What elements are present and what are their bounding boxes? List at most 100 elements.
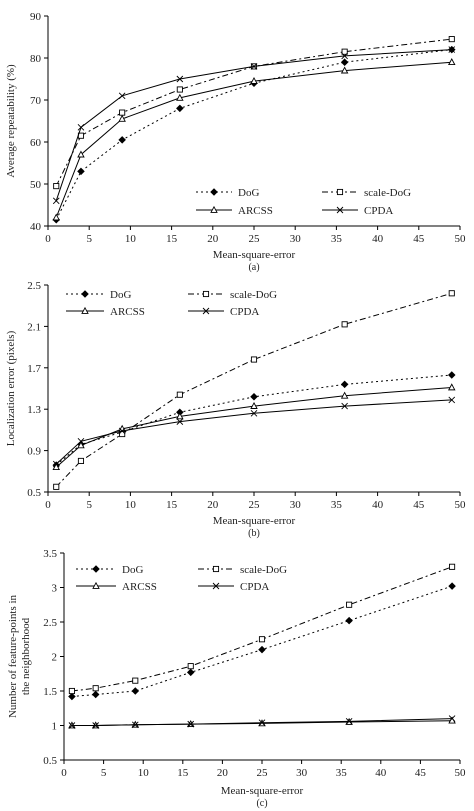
data-point [131,721,139,729]
x-tick-label: 0 [61,767,67,779]
y-tick-label: 50 [30,179,42,191]
x-tick-label: 40 [375,767,387,779]
data-point [77,123,85,131]
x-tick-label: 10 [125,499,137,511]
x-tick-label: 20 [217,767,229,779]
data-point [92,685,99,692]
series-cpda [52,396,456,468]
y-tick-label: 0.9 [27,446,41,458]
legend-marker [92,581,100,589]
legend-entry: scale-DoG [240,564,287,576]
legend-marker [202,290,210,298]
x-tick-label: 50 [455,767,467,779]
data-point [345,718,353,725]
series-scale-dog [68,563,456,695]
data-point [340,380,349,389]
data-point [250,393,258,401]
data-point [346,601,353,608]
y-tick-label: 3.5 [43,548,57,560]
legend-marker [212,565,220,573]
x-tick-label: 10 [125,233,137,245]
y-tick-label: 3 [52,583,58,595]
x-tick-label: 5 [101,767,107,779]
x-tick-label: 45 [413,233,425,245]
y-tick-label: 0.5 [27,487,41,499]
data-point [340,58,349,66]
data-point [176,86,183,93]
x-tick-label: 5 [86,499,92,511]
chart-panel-b: 0 5 10 15 20 25 30 35 40 45 50 0.5 0.9 1.3 1.7 2.1 2.5 Me… [5,280,466,539]
y-tick-label: 1.5 [43,686,57,698]
legend-marker [212,582,220,590]
y-tick-label: 1.7 [27,363,41,375]
chart-panel-c: 0 5 10 15 20 25 30 35 40 45 50 0.5 1 1.5 2 2.5 3 3.5 Mean-… [7,548,466,809]
x-tick-label: 25 [249,499,261,511]
x-tick-label: 20 [207,233,219,245]
data-point [250,401,258,409]
y-tick-label: 2 [52,652,58,664]
x-tick-label: 25 [249,233,261,245]
y-axis-label: Average repeatability (%) [5,64,17,178]
data-point [77,150,85,158]
data-point [340,66,349,74]
y-tick-label: 40 [30,221,42,233]
y-axis-label: Localization error (pixels) [5,330,17,446]
series-cpda [52,46,456,205]
legend-marker [81,290,89,298]
x-tick-label: 35 [331,233,343,245]
x-tick-label: 15 [177,767,189,779]
data-point [176,93,184,101]
series-arcss [52,58,456,221]
data-point [53,183,60,190]
legend-marker [210,205,218,213]
x-tick-label: 45 [415,767,427,779]
data-point [187,720,195,728]
legend-entry: DoG [110,289,131,301]
series-scale-dog [53,36,455,190]
y-tick-label: 1.3 [27,404,41,416]
series-line [55,38,452,187]
legend-entry: ARCSS [110,306,145,318]
y-tick-label: 0.5 [43,755,57,767]
x-tick-label: 50 [455,499,467,511]
data-point [341,321,348,328]
y-tick-label: 60 [30,137,42,149]
data-point [250,76,258,84]
legend-entry: scale-DoG [364,187,411,199]
legend: DoG scale-DoG ARCSS CPDA [196,187,411,217]
data-point [77,167,85,176]
legend-marker [336,188,344,196]
data-point [258,636,266,643]
legend-entry: CPDA [230,306,259,318]
x-tick-label: 40 [372,233,384,245]
data-point [186,668,195,677]
data-point [176,418,184,425]
data-point [77,457,85,465]
legend-marker [81,306,89,314]
data-point [52,197,60,205]
legend-marker [202,307,210,315]
data-point [77,441,85,449]
data-point [68,687,75,695]
legend-entry: DoG [122,564,143,576]
data-point [52,463,60,471]
data-point [132,677,139,684]
x-tick-label: 50 [455,233,467,245]
data-point [68,692,76,701]
legend-entry: CPDA [240,581,269,593]
data-point [447,371,456,379]
series-cpda [68,715,456,729]
data-point [91,690,100,699]
x-tick-label: 15 [166,499,178,511]
x-tick-label: 30 [290,233,302,245]
x-tick-label: 40 [372,499,384,511]
chart-caption: (b) [248,528,260,539]
data-point [448,582,456,590]
chart-caption: (c) [256,798,267,809]
data-point [52,213,60,221]
chart-caption: (a) [248,262,259,273]
data-point [448,383,456,391]
x-axis-label: Mean-square-error [213,249,296,261]
data-point [340,391,349,399]
